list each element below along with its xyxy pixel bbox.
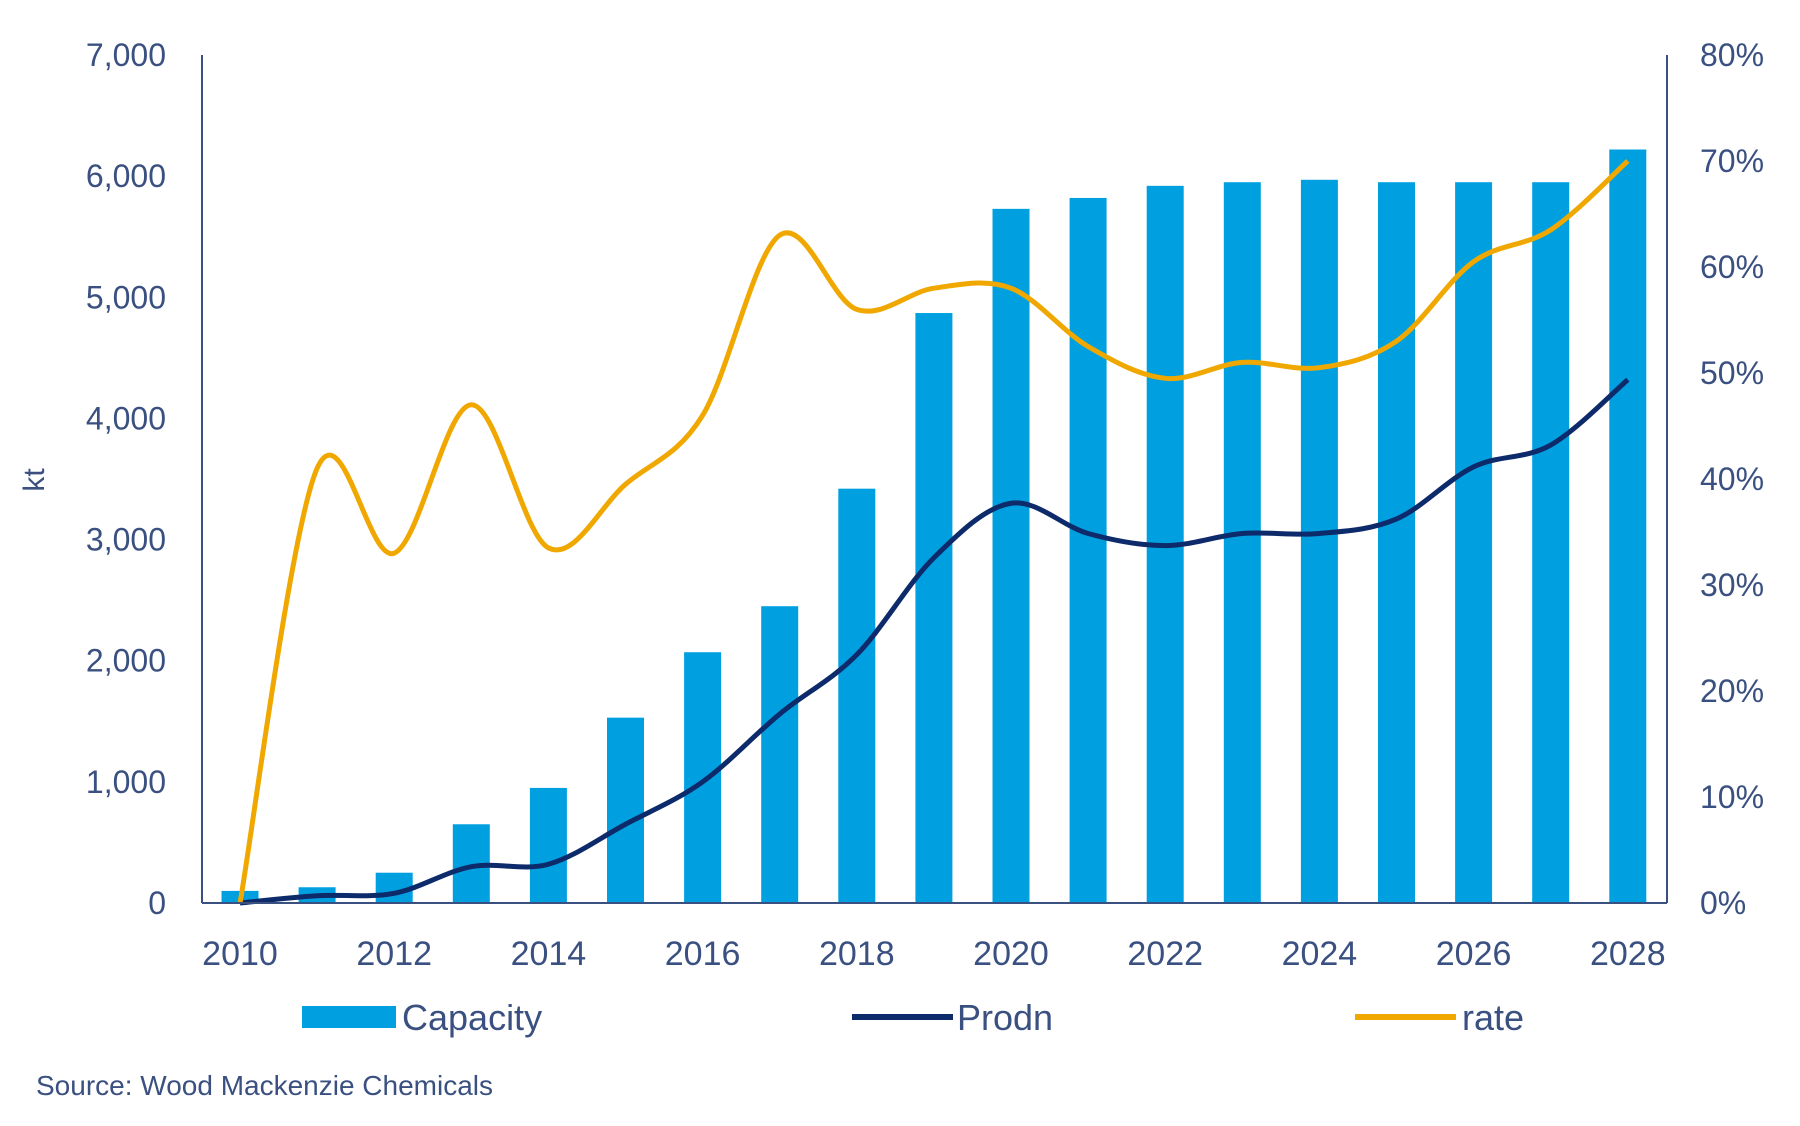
y2-tick-label: 30% [1700, 567, 1764, 603]
y2-tick-label: 20% [1700, 673, 1764, 709]
x-tick-label: 2028 [1590, 935, 1666, 973]
bar-capacity-2015 [607, 717, 644, 903]
bar-capacity-2025 [1378, 182, 1415, 903]
bar-capacity-2020 [992, 208, 1030, 903]
bar-capacity-2018 [838, 488, 876, 903]
x-tick-label: 2026 [1436, 935, 1512, 973]
y-tick-label: 2,000 [86, 643, 166, 679]
x-tick-label: 2012 [356, 935, 432, 973]
x-tick-label: 2014 [511, 935, 587, 973]
y2-tick-label: 40% [1700, 461, 1764, 497]
y-tick-label: 7,000 [86, 37, 166, 73]
y2-tick-label: 0% [1700, 885, 1746, 921]
y-tick-label: 4,000 [86, 400, 166, 436]
x-tick-label: 2016 [665, 935, 741, 973]
line-rate [237, 159, 1630, 904]
y2-tick-label: 80% [1700, 37, 1764, 73]
legend-label-prodn: Prodn [957, 997, 1053, 1038]
legend-label-capacity: Capacity [402, 997, 542, 1038]
y-tick-label: 0 [148, 885, 166, 921]
x-tick-label: 2010 [202, 935, 278, 973]
x-tick-label: 2020 [973, 935, 1049, 973]
y2-axis-ticks: 0% 10% 20% 30% 40% 50% 60% 70% 80% [1700, 37, 1764, 921]
x-tick-label: 2022 [1127, 935, 1203, 973]
bar-capacity-2017 [761, 606, 799, 903]
series-lines [237, 159, 1630, 906]
bar-capacity-2023 [1223, 182, 1261, 903]
capacity-bars [221, 149, 1647, 903]
y-tick-label: 6,000 [86, 158, 166, 194]
y-axis-ticks: 0 1,000 2,000 3,000 4,000 5,000 6,000 7,000 [86, 37, 166, 921]
line-prodn [239, 377, 1630, 906]
bar-capacity-2024 [1300, 179, 1338, 903]
bar-capacity-2028 [1609, 149, 1647, 903]
y2-tick-label: 10% [1700, 779, 1764, 815]
y-tick-label: 3,000 [86, 522, 166, 558]
y2-tick-label: 50% [1700, 355, 1764, 391]
x-tick-label: 2018 [819, 935, 895, 973]
y-tick-label: 1,000 [86, 764, 166, 800]
y-tick-label: 5,000 [86, 279, 166, 315]
bar-capacity-2021 [1069, 197, 1107, 903]
y-axis-label: kt [18, 468, 51, 492]
bar-capacity-2019 [915, 313, 953, 903]
y2-tick-label: 60% [1700, 249, 1764, 285]
x-axis-ticks: 2010 2012 2014 2016 2018 2020 2022 2024 2026 2028 [202, 935, 1665, 973]
bar-capacity-2016 [684, 652, 722, 903]
legend: Capacity Prodn rate [302, 997, 1524, 1038]
y2-tick-label: 70% [1700, 143, 1764, 179]
bar-capacity-2026 [1455, 182, 1493, 903]
legend-swatch-capacity [302, 1006, 396, 1028]
legend-label-rate: rate [1462, 997, 1524, 1038]
bar-capacity-2027 [1532, 182, 1570, 903]
source-note: Source: Wood Mackenzie Chemicals [36, 1070, 493, 1101]
bar-capacity-2014 [529, 787, 567, 903]
x-tick-label: 2024 [1282, 935, 1358, 973]
